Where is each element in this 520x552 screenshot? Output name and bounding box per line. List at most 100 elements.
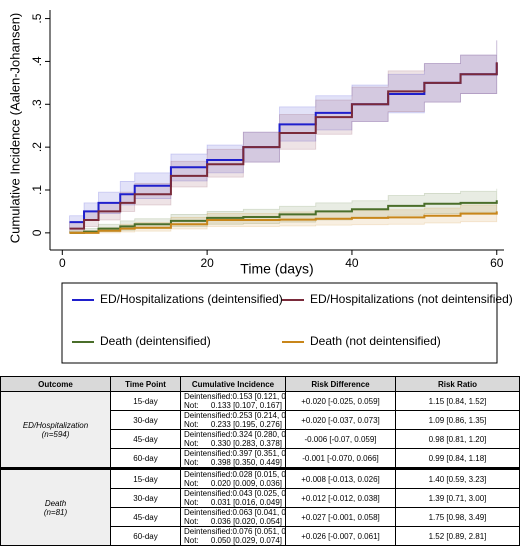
- header-row: Outcome Time Point Cumulative Incidence Ris…: [0, 376, 520, 392]
- ci-label: Deintensified:: [184, 470, 233, 479]
- risk-difference-cell: +0.020 [-0.037, 0.073]: [285, 410, 396, 430]
- outcome-cell: ED/Hospitalization (n=594): [0, 391, 111, 469]
- ci-line: Deintensified:0.153 [0.121, 0.184]: [184, 392, 286, 402]
- ci-cell: Deintensified:0.063 [0.041, 0.870]Not: 0.…: [180, 507, 286, 527]
- ci-value: 0.330 [0.283, 0.378]: [210, 439, 282, 448]
- legend-label: ED/Hospitalizations (not deintensified): [310, 292, 513, 306]
- time-cell: 45-day: [110, 507, 181, 527]
- header-cell: Cumulative Incidence: [180, 376, 286, 392]
- risk-difference-cell: +0.026 [-0.007, 0.061]: [285, 526, 396, 546]
- risk-ratio-cell: 1.15 [0.84, 1.52]: [395, 391, 520, 411]
- chart: Time (days) Cumulative Incidence (Aalen-…: [7, 10, 513, 364]
- ci-line: Not: 0.036 [0.020, 0.054]: [184, 517, 282, 526]
- time-cell: 60-day: [110, 526, 181, 546]
- risk-difference-cell: -0.001 [-0.070, 0.066]: [285, 448, 396, 469]
- risk-ratio-cell: 1.09 [0.86, 1.35]: [395, 410, 520, 430]
- risk-difference-cell: -0.006 [-0.07, 0.059]: [285, 429, 396, 449]
- header-cell: Time Point: [110, 376, 181, 392]
- ci-label: Deintensified:: [184, 449, 233, 459]
- ci-label: Not:: [184, 439, 199, 448]
- ci-cell: Deintensified:0.076 [0.051, 0.103]Not:0.…: [180, 526, 286, 546]
- ci-value: 0.020 [0.009, 0.036]: [210, 479, 282, 488]
- ci-value: 0.036 [0.020, 0.054]: [210, 517, 282, 526]
- ci-label: Not:: [184, 536, 199, 545]
- series-line: [69, 200, 498, 234]
- results-table: Outcome Time Point Cumulative Incidence Ris…: [0, 376, 520, 546]
- ci-line: Not: 0.050 [0.029, 0.074]: [184, 536, 282, 545]
- ci-line: Deintensified:0.253 [0.214, 0.294]: [184, 411, 286, 421]
- x-tick-label: 60: [490, 256, 504, 270]
- ci-line: Deintensified:0.063 [0.041, 0.870]: [184, 508, 286, 518]
- ci-value: 0.253 [0.214, 0.294]: [232, 411, 286, 421]
- ci-label: Deintensified:: [184, 430, 233, 440]
- ci-cell: Deintensified:0.043 [0.025, 0.062]Not:0.…: [180, 488, 286, 508]
- time-cell: 60-day: [110, 448, 181, 469]
- ci-line: Not: 0.133 [0.107, 0.167]: [184, 401, 282, 410]
- ci-line: Deintensified:0.043 [0.025, 0.062]: [184, 489, 286, 499]
- ci-line: Not: 0.020 [0.009, 0.036]: [184, 479, 282, 488]
- table-row: Death (n=81) 15-day Deintensified: 0.028 [0.…: [0, 468, 520, 546]
- header-cell: Risk Difference: [285, 376, 396, 392]
- header-cell: Outcome: [0, 376, 111, 392]
- ci-label: Not:: [184, 479, 199, 488]
- ci-value: 0.398 [0.350, 0.449]: [210, 458, 282, 467]
- table-row: ED/Hospitalization (n=594) 15-day Deintensi…: [0, 391, 520, 469]
- risk-ratio-cell: 1.75 [0.98, 3.49]: [395, 507, 520, 527]
- time-cell: 15-day: [110, 468, 181, 489]
- legend-label: ED/Hospitalizations (deintensified): [100, 292, 283, 306]
- ci-value: 0.063 [0.041, 0.870]: [232, 508, 286, 518]
- y-tick-label: .4: [30, 56, 44, 66]
- ci-label: Deintensified:: [184, 411, 233, 421]
- outcome-n: (n=594): [41, 429, 70, 439]
- time-cell: 30-day: [110, 488, 181, 508]
- outcome-n: (n=81): [43, 507, 68, 517]
- risk-difference-cell: +0.020 [-0.025, 0.059]: [285, 391, 396, 411]
- legend-label: Death (not deintensified): [310, 334, 441, 348]
- ci-line: Deintensified:0.076 [0.051, 0.103]: [184, 527, 286, 537]
- y-tick-label: .3: [30, 99, 44, 109]
- y-tick-label: .2: [30, 142, 44, 152]
- ci-line: Not: 0.233 [0.195, 0.276]: [184, 420, 282, 429]
- outcome-name: ED/Hospitalization: [22, 420, 89, 430]
- y-tick-label: .5: [30, 13, 44, 23]
- ci-label: Not:: [184, 517, 199, 526]
- x-tick-label: 20: [200, 256, 214, 270]
- time-cell: 45-day: [110, 429, 181, 449]
- ci-line: Not: 0.031 [0.016, 0.049]: [184, 498, 282, 507]
- x-tick-label: 40: [345, 256, 359, 270]
- ci-line: Deintensified:0.397 [0.351, 0.449]: [184, 449, 286, 459]
- risk-ratio-cell: 1.39 [0.71, 3.00]: [395, 488, 520, 508]
- time-cell: 15-day: [110, 391, 181, 411]
- ci-value: 0.153 [0.121, 0.184]: [232, 392, 286, 402]
- risk-ratio-cell: 1.40 [0.59, 3.23]: [395, 468, 520, 489]
- y-tick-label: .1: [30, 185, 44, 195]
- x-tick-label: 0: [59, 256, 66, 270]
- ci-value: 0.133 [0.107, 0.167]: [210, 401, 282, 410]
- y-tick-label: 0: [30, 229, 44, 236]
- ci-cell: Deintensified:0.324 [0.280, 0.370]Not:0.…: [180, 429, 286, 449]
- outcome-name: Death: [44, 498, 67, 508]
- ci-label: Not:: [184, 458, 199, 467]
- ci-value: 0.043 [0.025, 0.062]: [232, 489, 286, 499]
- ci-label: Not:: [184, 420, 199, 429]
- legend-box: [61, 282, 498, 364]
- ci-line: Deintensified:0.324 [0.280, 0.370]: [184, 430, 286, 440]
- ci-cell: Deintensified:0.028 [0.015, 0.043]Not:0.…: [180, 468, 286, 489]
- risk-ratio-cell: 0.98 [0.81, 1.20]: [395, 429, 520, 449]
- ci-value: 0.397 [0.351, 0.449]: [232, 449, 286, 459]
- ci-value: 0.031 [0.016, 0.049]: [210, 498, 282, 507]
- ci-cell: Deintensified:0.153 [0.121, 0.184]Not: 0.…: [180, 391, 286, 411]
- ci-value: 0.076 [0.051, 0.103]: [232, 527, 286, 537]
- series-line: [69, 62, 498, 230]
- ci-label: Deintensified:: [184, 527, 233, 537]
- ci-label: Not:: [184, 401, 199, 410]
- ci-label: Not:: [184, 498, 199, 507]
- ci-label: Deintensified:: [184, 489, 233, 499]
- ci-value: 0.324 [0.280, 0.370]: [232, 430, 286, 440]
